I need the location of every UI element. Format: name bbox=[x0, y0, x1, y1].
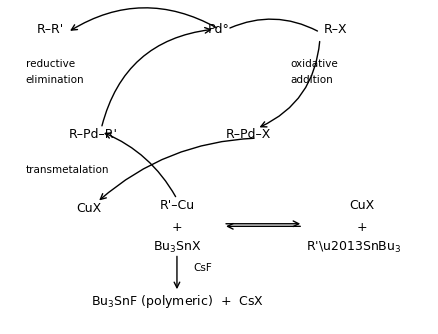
Text: oxidative: oxidative bbox=[290, 59, 338, 69]
Text: CsF: CsF bbox=[194, 263, 212, 273]
Text: Pd°: Pd° bbox=[208, 23, 230, 36]
Text: transmetalation: transmetalation bbox=[25, 165, 109, 175]
Text: R'–Cu: R'–Cu bbox=[159, 199, 194, 212]
Text: R'\u2013SnBu$_3$: R'\u2013SnBu$_3$ bbox=[306, 239, 401, 255]
Text: +: + bbox=[357, 221, 367, 234]
Text: R–Pd–R': R–Pd–R' bbox=[68, 129, 117, 141]
Text: CuX: CuX bbox=[350, 199, 374, 212]
Text: Bu$_3$SnX: Bu$_3$SnX bbox=[153, 239, 201, 255]
Text: R–Pd–X: R–Pd–X bbox=[226, 129, 271, 141]
Text: Bu$_3$SnF (polymeric)  +  CsX: Bu$_3$SnF (polymeric) + CsX bbox=[91, 293, 263, 310]
Text: reductive: reductive bbox=[25, 59, 75, 69]
Text: R–R': R–R' bbox=[37, 23, 64, 36]
Text: elimination: elimination bbox=[25, 75, 84, 86]
Text: +: + bbox=[172, 221, 182, 234]
Text: R–X: R–X bbox=[324, 23, 348, 36]
Text: addition: addition bbox=[290, 75, 333, 86]
Text: CuX: CuX bbox=[76, 202, 101, 215]
